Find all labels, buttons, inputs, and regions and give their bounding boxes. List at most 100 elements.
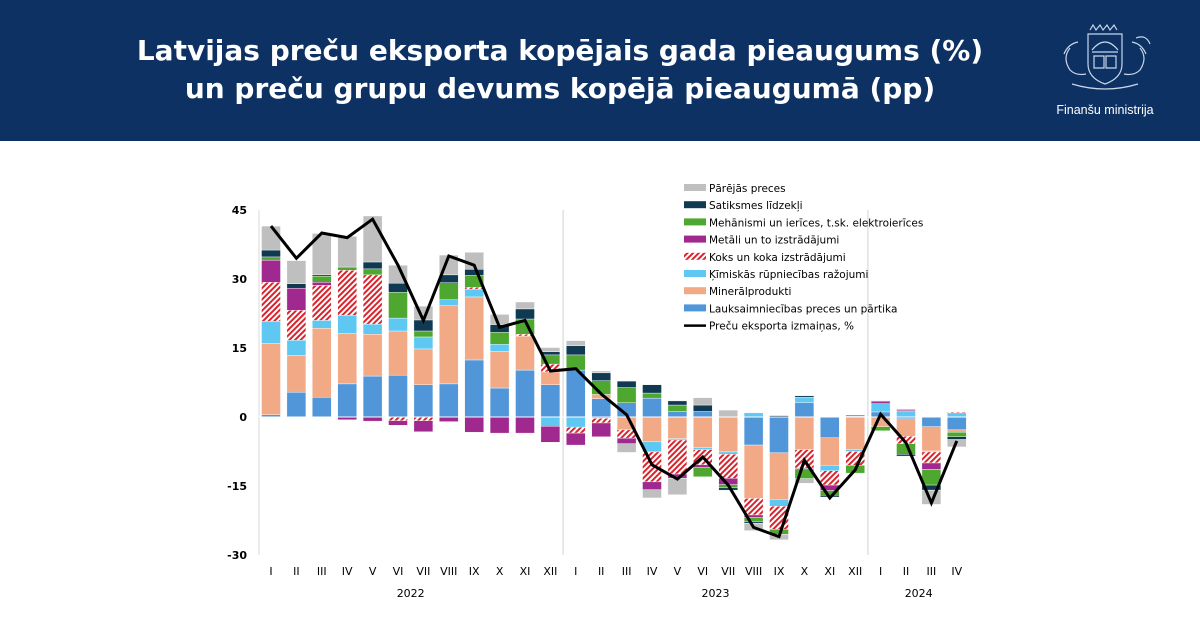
bar-segment-2 [743, 444, 764, 499]
bar-segment-5 [642, 481, 662, 490]
bar-segment-8 [896, 408, 916, 411]
bar-segment-1 [820, 416, 840, 438]
bar-segment-8 [794, 478, 815, 484]
x-tick-label: VII [416, 565, 430, 578]
legend-label: Ķīmiskās rūpniecības ražojumi [709, 269, 868, 281]
bar-segment-8 [616, 443, 637, 453]
bar-segment-1 [362, 375, 383, 418]
y-tick-label: -30 [227, 549, 247, 562]
bar-segment-1 [794, 402, 815, 418]
bar-segment-3 [870, 403, 891, 413]
bar-segment-6 [921, 469, 942, 486]
bar-segment-3 [312, 320, 332, 329]
legend-swatch [684, 304, 706, 312]
bar-segment-1 [642, 397, 662, 418]
legend-swatch [684, 235, 706, 243]
bar-segment-6 [388, 292, 408, 319]
bar-segment-1 [312, 397, 332, 418]
bar-segment-4 [921, 451, 942, 464]
x-tick-label: XI [824, 565, 835, 578]
export-change-line [269, 216, 959, 539]
bar-segment-5 [261, 259, 281, 283]
bar-segment-8 [337, 236, 357, 268]
legend-label: Pārējās preces [709, 183, 786, 195]
bar-segment-4 [820, 470, 840, 486]
y-tick-label: 30 [232, 273, 248, 286]
y-tick-label: 15 [232, 342, 247, 355]
legend-label: Satiksmes līdzekļi [709, 200, 803, 212]
x-tick-label: IV [951, 565, 962, 578]
x-tick-label: VI [393, 565, 404, 578]
bar-segment-2 [845, 416, 865, 450]
bar-segment-5 [896, 409, 916, 412]
bar-segment-3 [566, 416, 586, 428]
bar-segment-5 [515, 416, 535, 434]
title-line-2: un preču grupu devums kopējā pieaugumā (… [184, 72, 936, 105]
bar-segment-4 [286, 310, 307, 341]
bar-segment-3 [743, 412, 764, 418]
bar-segment-8 [261, 225, 281, 251]
bar-segment-3 [718, 451, 738, 455]
bar-segment-8 [693, 397, 713, 406]
bar-segment-3 [947, 412, 967, 418]
bar-segment-4 [413, 416, 434, 421]
bar-segment-7 [261, 249, 281, 258]
legend-swatch [684, 287, 706, 295]
bar-segment-7 [388, 282, 408, 293]
bar-segment-2 [642, 416, 662, 443]
bar-segment-8 [489, 314, 510, 325]
bar-segment-2 [261, 343, 281, 415]
bar-segment-2 [693, 416, 713, 449]
legend-label: Preču eksporta izmaiņas, % [709, 321, 854, 333]
bar-segment-8 [286, 260, 307, 284]
bar-segment-1 [515, 369, 535, 418]
legend-label: Lauksaimniecības preces un pārtika [709, 303, 897, 315]
bar-segment-3 [845, 449, 865, 452]
bar-segment-2 [540, 371, 561, 386]
bar-segment-1 [439, 383, 459, 418]
x-tick-label: VIII [440, 565, 457, 578]
bar-segment-4 [743, 498, 764, 516]
x-tick-label: IX [774, 565, 785, 578]
x-tick-label: XI [520, 565, 531, 578]
x-tick-label: VII [721, 565, 735, 578]
bar-segment-3 [489, 344, 510, 352]
bar-segment-8 [540, 347, 561, 352]
bar-segment-6 [642, 392, 662, 399]
chart-legend: Pārējās preces Satiksmes līdzekļi Mehānism… [684, 183, 923, 333]
bar-segment-5 [591, 422, 611, 437]
bar-segment-4 [261, 282, 281, 322]
legend-swatch [684, 201, 706, 209]
bar-segment-5 [312, 282, 332, 286]
bar-segment-2 [439, 305, 459, 385]
bar-segment-2 [794, 416, 815, 450]
bar-segment-7 [743, 521, 764, 524]
x-tick-label: III [622, 565, 632, 578]
bar-segment-2 [820, 437, 840, 466]
bar-segment-1 [693, 411, 713, 418]
bar-segment-6 [616, 387, 637, 403]
bar-segment-8 [718, 409, 738, 418]
bar-segment-5 [540, 426, 561, 443]
bar-segment-4 [388, 416, 408, 421]
x-tick-label: III [927, 565, 937, 578]
ministry-name: Finanšu ministrija [1056, 103, 1154, 117]
bar-segment-7 [515, 308, 535, 320]
bar-segment-3 [667, 438, 688, 441]
bar-segment-7 [693, 404, 713, 412]
bar-segment-5 [616, 437, 637, 444]
x-tick-label: IV [647, 565, 658, 578]
bar-segment-3 [540, 416, 561, 427]
bar-segment-8 [515, 301, 535, 310]
legend-swatch [684, 270, 706, 277]
x-tick-label: X [496, 565, 504, 578]
bar-segment-6 [693, 467, 713, 478]
bar-segment-1 [337, 383, 357, 418]
bar-segment-6 [667, 404, 688, 412]
x-tick-label: XII [543, 565, 557, 578]
bar-segment-7 [947, 436, 967, 440]
bar-segment-7 [566, 345, 586, 356]
bar-segment-4 [947, 411, 967, 414]
bar-segment-3 [337, 315, 357, 334]
